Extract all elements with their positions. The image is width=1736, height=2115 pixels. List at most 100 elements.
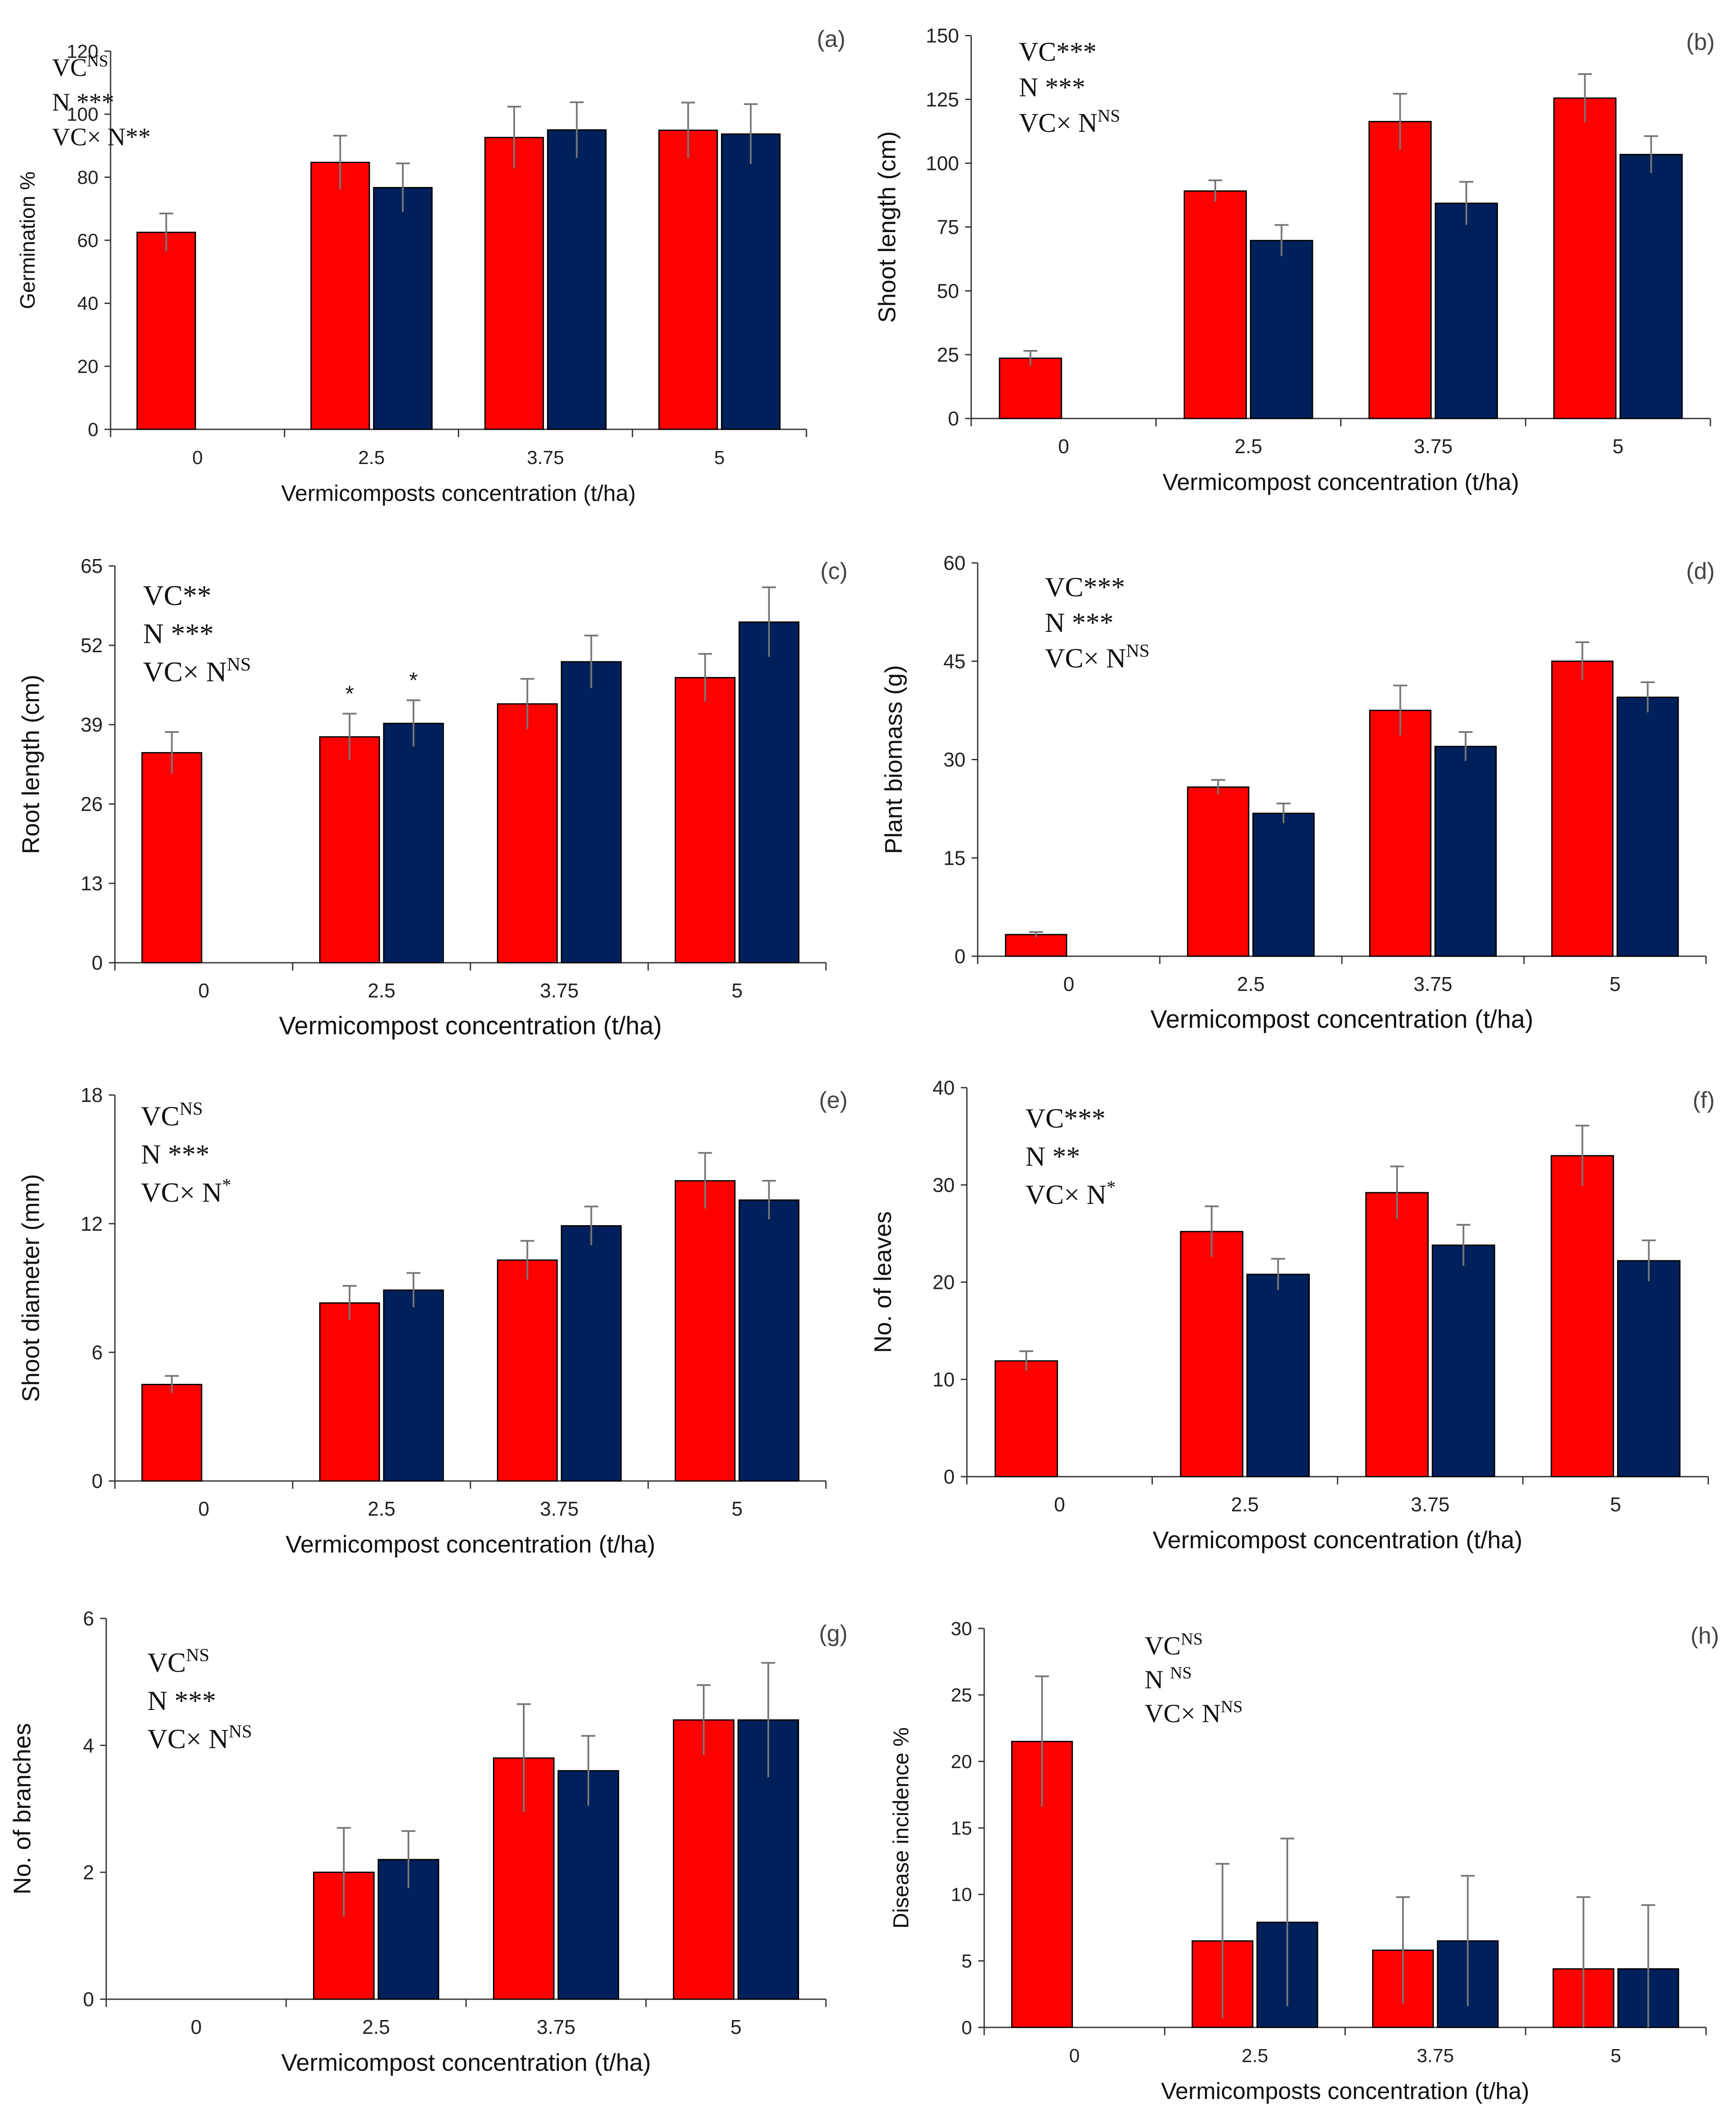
bar-series-2: [561, 1225, 622, 1482]
bar-series-2: [1434, 745, 1497, 957]
x-tick-label: 5: [1610, 1493, 1621, 1516]
stat-significance: NS: [1181, 1629, 1203, 1648]
panel-h: 0 5 10 15 20 25 30 0 2.5 3.75 5 Vermicomposts conce…: [889, 1618, 1719, 2104]
x-tick-label: 2.5: [1234, 435, 1262, 458]
bar-series-2: [373, 187, 433, 430]
bar-series-2: [1435, 203, 1498, 419]
panel-label: (b): [1686, 29, 1715, 55]
x-tick-label: 3.75: [527, 447, 564, 468]
bar-series-1: [999, 357, 1062, 419]
x-tick-label: 2.5: [1237, 973, 1265, 995]
y-tick-label: 10: [933, 1368, 955, 1391]
bar-series-2: [1250, 240, 1313, 419]
y-tick-label: 39: [81, 713, 103, 736]
x-tick-label: 0: [1054, 1493, 1065, 1516]
stat-line: VC× NNS: [143, 654, 251, 688]
stat-line: VC× NNS: [1145, 1697, 1243, 1728]
stat-line: VCNS: [141, 1099, 203, 1131]
y-tick-label: 45: [943, 650, 966, 673]
y-axis-title: No. of branches: [8, 1723, 36, 1894]
bar-series-2: [1252, 812, 1315, 957]
y-tick-label: 30: [933, 1174, 955, 1196]
y-tick-label: 13: [81, 872, 103, 895]
bar-series-1: [675, 677, 736, 964]
panel-f: 0 10 20 30 40 0 2.5 3.75 5 Vermicompost concentra…: [869, 1076, 1715, 1553]
bar-series-1: [1551, 660, 1614, 957]
y-tick-label: 40: [77, 293, 98, 314]
x-tick-label: 3.75: [1417, 2045, 1454, 2066]
panel-b: 0 25 50 75 100 125 150 0 2.5 3.75 5 Vermicompost co…: [873, 24, 1715, 495]
stat-line: VC***: [1019, 37, 1096, 67]
y-tick-label: 150: [926, 24, 959, 47]
stat-term: N ***: [143, 618, 214, 650]
stat-term: N ***: [52, 88, 114, 116]
x-tick-label: 2.5: [1242, 2045, 1268, 2066]
bar-series-1: [319, 736, 380, 964]
y-tick-label: 30: [943, 749, 966, 771]
x-tick-label: 3.75: [1413, 973, 1452, 995]
x-tick-label: 2.5: [362, 2016, 390, 2038]
y-tick-label: 12: [81, 1213, 103, 1235]
y-axis-title: Shoot length (cm): [873, 131, 901, 323]
stat-term: N ***: [1045, 607, 1113, 638]
bar-series-2: [558, 1770, 620, 2000]
bar-series-1: [497, 1259, 558, 1482]
stat-line: VC× N*: [141, 1175, 231, 1208]
panel-label: (h): [1690, 1623, 1719, 1649]
stat-term: N ***: [141, 1139, 209, 1170]
y-tick-label: 75: [937, 216, 959, 239]
bar-series-1: [675, 1180, 736, 1482]
x-tick-label: 5: [714, 447, 724, 468]
stat-term: VC× N: [1145, 1699, 1221, 1728]
x-tick-label: 0: [1069, 2045, 1080, 2066]
y-axis-title: Germination %: [16, 171, 39, 309]
x-tick-label: 5: [731, 1497, 743, 1520]
x-tick-label: 0: [192, 447, 202, 468]
bar-series-1: [1180, 1231, 1243, 1478]
bar-series-2: [1246, 1274, 1310, 1478]
stat-line: VCNS: [52, 52, 108, 82]
stat-term: VC***: [1019, 37, 1096, 67]
bar-series-1: [1187, 786, 1250, 957]
stat-line: VC× N*: [1025, 1177, 1116, 1210]
bar-series-2: [721, 133, 781, 430]
stat-significance: NS: [228, 1722, 252, 1742]
stat-significance: NS: [1221, 1697, 1243, 1716]
stat-line: N ***: [141, 1139, 209, 1170]
y-tick-label: 20: [951, 1751, 972, 1772]
stat-term: N **: [1025, 1141, 1080, 1172]
x-tick-label: 2.5: [1231, 1493, 1259, 1516]
y-tick-label: 20: [933, 1271, 955, 1294]
stat-significance: NS: [186, 1645, 209, 1666]
x-tick-label: 0: [1058, 435, 1069, 458]
x-tick-label: 0: [1063, 973, 1074, 995]
stat-term: VC× N: [1045, 643, 1126, 673]
y-tick-label: 25: [937, 343, 959, 366]
stat-term: N ***: [147, 1685, 216, 1716]
y-tick-label: 40: [933, 1076, 955, 1099]
x-tick-label: 5: [1609, 973, 1621, 995]
stat-term: VC***: [1025, 1103, 1106, 1134]
bar-series-1: [1553, 97, 1617, 419]
panel-label: (a): [817, 26, 845, 52]
stat-line: N ***: [1019, 73, 1085, 102]
x-axis-title: Vermicompost concentration (t/ha): [286, 1530, 656, 1558]
stat-line: VCNS: [147, 1645, 209, 1678]
bar-series-2: [1619, 154, 1683, 419]
significance-marker: *: [409, 668, 418, 693]
significance-marker: *: [345, 682, 354, 707]
bar-series-1: [1005, 934, 1067, 957]
stat-significance: NS: [1170, 1663, 1192, 1682]
stat-term: N ***: [1019, 73, 1085, 102]
stat-line: VC**: [143, 580, 212, 611]
bar-series-1: [484, 137, 544, 430]
y-tick-label: 6: [91, 1341, 103, 1363]
stat-line: VC× N**: [52, 123, 151, 151]
stat-significance: NS: [1097, 106, 1120, 125]
stat-term: VC× N: [1025, 1179, 1106, 1210]
stat-term: VC**: [143, 580, 212, 611]
bar-series-1: [136, 232, 196, 430]
panel-c: 0 13 26 39 52 65 0 2.5 3.75 5 * * Vermicompost conce…: [17, 555, 848, 1040]
bar-series-1: [1365, 1192, 1429, 1478]
bar-series-1: [1369, 709, 1432, 957]
